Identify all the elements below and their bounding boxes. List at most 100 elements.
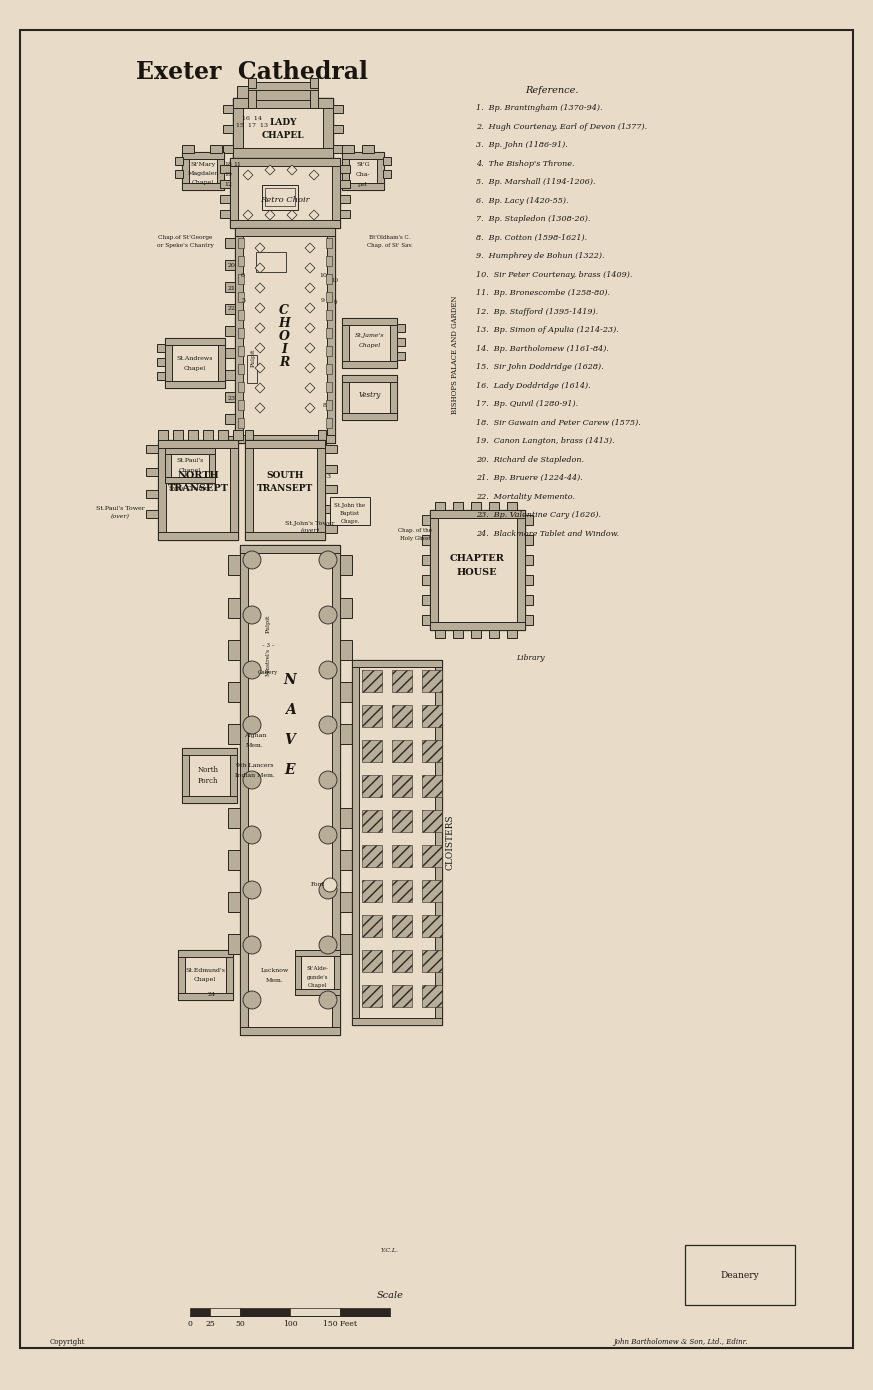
Bar: [340, 165, 350, 172]
Polygon shape: [255, 363, 265, 373]
Text: 10: 10: [332, 278, 339, 282]
Bar: [340, 1308, 390, 1316]
Bar: [422, 595, 430, 605]
Bar: [238, 346, 244, 356]
Bar: [165, 448, 215, 455]
Circle shape: [319, 716, 337, 734]
Bar: [310, 78, 318, 88]
Text: 2.  Hugh Courtenay, Earl of Devon (1377).: 2. Hugh Courtenay, Earl of Devon (1377).: [476, 122, 647, 131]
Text: 23: 23: [228, 396, 236, 400]
Bar: [422, 986, 442, 1006]
Bar: [392, 810, 412, 833]
Bar: [157, 343, 165, 352]
Bar: [340, 195, 350, 203]
Bar: [165, 338, 225, 388]
Bar: [175, 157, 183, 165]
Text: – 3 –: – 3 –: [262, 642, 274, 648]
Bar: [422, 705, 442, 727]
Text: 16  14: 16 14: [242, 115, 262, 121]
Bar: [182, 796, 237, 803]
Polygon shape: [305, 363, 315, 373]
Text: 12.  Bp. Stafford (1395-1419).: 12. Bp. Stafford (1395-1419).: [476, 307, 598, 316]
Bar: [330, 498, 370, 525]
Bar: [392, 949, 412, 972]
Bar: [362, 810, 382, 833]
Circle shape: [243, 550, 261, 569]
Text: 7.  Bp. Stapledon (1308-26).: 7. Bp. Stapledon (1308-26).: [476, 215, 590, 222]
Text: Deanery: Deanery: [720, 1270, 760, 1280]
Bar: [326, 382, 332, 392]
Text: pel: pel: [358, 182, 368, 186]
Bar: [265, 188, 295, 206]
Bar: [248, 88, 256, 108]
Text: 5.  Bp. Marshall (1194-1206).: 5. Bp. Marshall (1194-1206).: [476, 178, 595, 186]
Text: I: I: [281, 342, 287, 356]
Bar: [340, 724, 352, 744]
Bar: [342, 382, 349, 413]
Bar: [340, 210, 350, 218]
Bar: [178, 992, 233, 999]
Bar: [392, 670, 412, 692]
Bar: [225, 436, 235, 446]
Bar: [326, 310, 332, 320]
Text: Chapel: Chapel: [192, 179, 214, 185]
Bar: [228, 808, 240, 828]
Bar: [220, 179, 230, 188]
Bar: [392, 739, 412, 762]
Bar: [340, 639, 352, 660]
Bar: [238, 310, 244, 320]
Polygon shape: [255, 263, 265, 272]
Bar: [326, 418, 332, 428]
Bar: [342, 152, 384, 158]
Text: R: R: [278, 356, 289, 368]
Bar: [430, 518, 438, 621]
Text: O: O: [278, 329, 290, 342]
Circle shape: [243, 826, 261, 844]
Bar: [238, 238, 244, 247]
Text: 5: 5: [241, 297, 245, 303]
Bar: [165, 448, 215, 482]
Bar: [257, 86, 269, 99]
Circle shape: [319, 662, 337, 678]
Text: St.Edmund's: St.Edmund's: [185, 967, 225, 973]
Text: CLOISTERS: CLOISTERS: [445, 815, 455, 870]
Bar: [340, 808, 352, 828]
Bar: [342, 325, 349, 361]
Text: Pulpit: Pulpit: [265, 614, 271, 634]
Bar: [325, 525, 337, 532]
Bar: [295, 949, 340, 995]
Text: 4.  The Bishop's Throne.: 4. The Bishop's Throne.: [476, 160, 574, 168]
Polygon shape: [305, 403, 315, 413]
Polygon shape: [305, 384, 315, 393]
Text: 100: 100: [283, 1320, 298, 1327]
Bar: [157, 373, 165, 379]
Bar: [342, 413, 397, 420]
Text: BISHOPS PALACE AND GARDEN: BISHOPS PALACE AND GARDEN: [451, 296, 459, 414]
Polygon shape: [265, 165, 275, 175]
Text: Mem.: Mem.: [266, 977, 284, 983]
Text: Chapel: Chapel: [359, 342, 382, 348]
Text: Lucknow: Lucknow: [261, 967, 289, 973]
Text: 21.  Bp. Bruere (1224-44).: 21. Bp. Bruere (1224-44).: [476, 474, 583, 482]
Bar: [332, 165, 340, 220]
Bar: [225, 238, 235, 247]
Bar: [525, 555, 533, 564]
Bar: [290, 1308, 340, 1316]
Text: 18.  Sir Gawain and Peter Carew (1575).: 18. Sir Gawain and Peter Carew (1575).: [476, 418, 641, 427]
Bar: [245, 448, 253, 532]
Circle shape: [243, 606, 261, 624]
Text: Chap.of St'George: Chap.of St'George: [158, 235, 212, 239]
Text: Afghan: Afghan: [244, 733, 266, 738]
Bar: [685, 1245, 795, 1305]
Bar: [228, 639, 240, 660]
Bar: [230, 158, 340, 228]
Bar: [225, 392, 235, 402]
Text: 17.  Bp. Quivil (1280-91).: 17. Bp. Quivil (1280-91).: [476, 400, 578, 409]
Bar: [157, 359, 165, 366]
Bar: [158, 441, 238, 448]
Bar: [362, 880, 382, 902]
Text: 10.  Sir Peter Courtenay, brass (1409).: 10. Sir Peter Courtenay, brass (1409).: [476, 271, 632, 278]
Bar: [517, 518, 525, 621]
Text: TRANSEPT: TRANSEPT: [257, 484, 313, 492]
Bar: [397, 352, 405, 360]
